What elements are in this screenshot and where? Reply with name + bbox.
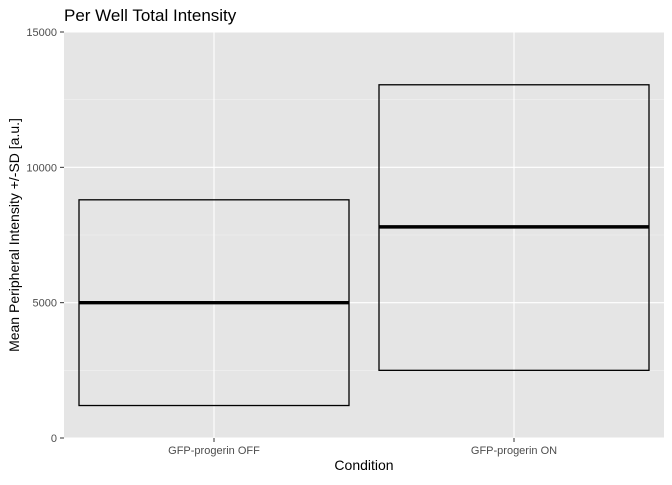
x-tick-label: GFP-progerin ON (471, 445, 557, 457)
x-axis: GFP-progerin OFF GFP-progerin ON (168, 438, 557, 457)
x-tick-label: GFP-progerin OFF (168, 445, 260, 457)
y-axis-title: Mean Peripheral Intensity +/-SD [a.u.] (6, 118, 22, 352)
y-tick-label: 5000 (33, 298, 57, 310)
y-tick-label: 10000 (26, 162, 57, 174)
y-tick-label: 0 (51, 433, 57, 445)
grid (64, 31, 664, 439)
y-tick-label: 15000 (26, 27, 57, 39)
crossbars (78, 84, 650, 407)
chart-title: Per Well Total Intensity (64, 6, 237, 25)
x-axis-title: Condition (334, 457, 393, 473)
y-axis: 0 5000 10000 15000 (26, 27, 64, 445)
